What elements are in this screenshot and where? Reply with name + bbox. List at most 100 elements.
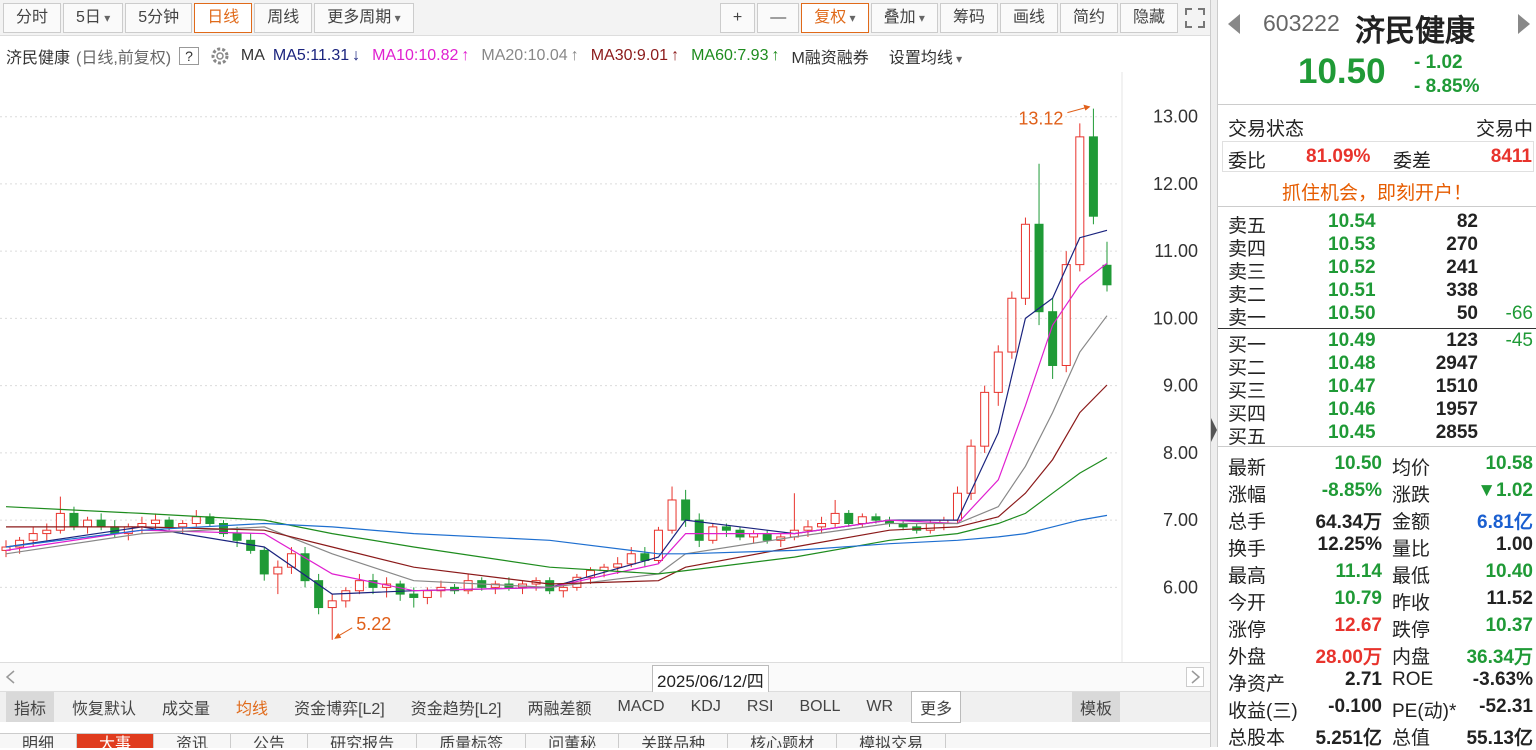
status-label: 交易状态: [1228, 119, 1305, 140]
candle-body: [1034, 223, 1044, 313]
bottom-tab[interactable]: 核心题材: [728, 734, 838, 748]
fullscreen-icon[interactable]: [1180, 3, 1210, 33]
candle-body: [626, 553, 636, 565]
stat-value: 6.81亿: [1477, 512, 1533, 533]
candle-body: [327, 600, 337, 609]
bottom-tab[interactable]: 研究报告: [308, 734, 418, 748]
book-label: 卖二: [1228, 285, 1267, 306]
stat-value: 64.34万: [1315, 512, 1382, 533]
next-stock[interactable]: [1516, 14, 1530, 34]
period-button[interactable]: 日线: [194, 2, 253, 33]
indicator-tab[interactable]: 更多: [911, 691, 962, 723]
stat-label: ROE: [1392, 669, 1434, 690]
indicator-tab[interactable]: 均线: [236, 701, 269, 718]
template-button[interactable]: 模板: [1071, 692, 1120, 722]
change: - 1.02: [1414, 52, 1463, 73]
tool-button[interactable]: +: [719, 2, 756, 33]
bottom-tab[interactable]: 问董秘: [526, 734, 620, 748]
period-button[interactable]: 分时: [3, 2, 62, 33]
ma-line: [6, 384, 1108, 585]
margin-label[interactable]: M融资融券: [791, 50, 869, 67]
ma-legend: MA5:11.31: [272, 47, 350, 64]
tool-button[interactable]: 叠加: [870, 2, 938, 33]
bottom-tab[interactable]: 资讯: [154, 734, 232, 748]
tool-button[interactable]: 筹码: [939, 2, 998, 33]
candle-body: [314, 580, 324, 609]
tool-button[interactable]: —: [757, 2, 800, 33]
indicator-tab[interactable]: BOLL: [799, 698, 841, 715]
book-price: 10.54: [1328, 211, 1376, 232]
status: 交易中: [1475, 119, 1533, 140]
bottom-tab[interactable]: 明细: [0, 734, 78, 748]
candle-body: [1007, 297, 1017, 353]
candle-body: [993, 351, 1003, 393]
indicator-tab[interactable]: 资金趋势[L2]: [410, 701, 502, 718]
book-volume: 338: [1446, 280, 1478, 301]
help-icon[interactable]: ?: [179, 47, 199, 65]
stat-label: 均价: [1392, 458, 1431, 479]
indicator-tab[interactable]: 成交量: [162, 701, 211, 718]
candle-body: [667, 499, 677, 531]
bottom-tab[interactable]: 关联品种: [619, 734, 729, 748]
scroll-left[interactable]: [2, 667, 20, 687]
book-label: 买五: [1228, 427, 1267, 448]
bottom-tab[interactable]: 模拟交易: [837, 734, 947, 748]
indicator-tab[interactable]: RSI: [746, 698, 774, 715]
bottom-tab[interactable]: 质量标签: [417, 734, 527, 748]
stat-label: 净资产: [1228, 674, 1286, 695]
stat-value: 10.58: [1485, 453, 1533, 474]
indicator-tab[interactable]: 资金博弈[L2]: [294, 701, 385, 718]
scroll-right[interactable]: [1186, 667, 1204, 687]
bottom-tab[interactable]: 大事: [77, 734, 155, 748]
ma-line: [5, 262, 1108, 592]
candle-body: [1020, 223, 1030, 299]
ma-trend: ↑: [671, 47, 680, 64]
tool-button[interactable]: 画线: [999, 2, 1058, 33]
y-tick-label: 13.00: [1153, 107, 1198, 127]
period-button[interactable]: 周线: [254, 2, 313, 33]
annotation: 13.12: [1018, 109, 1063, 129]
candle-body: [232, 533, 242, 541]
period-button[interactable]: 5日: [63, 2, 124, 33]
stat-label: 换手: [1228, 539, 1267, 560]
stat-label: 最低: [1392, 566, 1431, 587]
candle-body: [28, 533, 38, 541]
tool-button[interactable]: 隐藏: [1119, 2, 1178, 33]
stat-label: 总股本: [1228, 728, 1286, 749]
stat-label: 最高: [1228, 566, 1267, 587]
gear-icon[interactable]: [209, 45, 231, 67]
book-price: 10.53: [1328, 234, 1376, 255]
stat-label: PE(动)*: [1392, 701, 1457, 722]
period-button[interactable]: 更多周期: [314, 2, 414, 33]
stat-value: -3.63%: [1472, 669, 1533, 690]
scroll-bar: 2025/06/12/四: [0, 662, 1210, 694]
indicator-tab[interactable]: MACD: [617, 698, 665, 715]
period-button[interactable]: 5分钟: [125, 2, 193, 33]
book-label: 卖三: [1228, 262, 1267, 283]
splitter[interactable]: [1210, 0, 1218, 747]
set-ma[interactable]: 设置均线: [889, 44, 962, 68]
indicator-tab[interactable]: WR: [866, 698, 894, 715]
cursor-date: 2025/06/12/四: [652, 665, 769, 694]
book-volume: 270: [1446, 234, 1478, 255]
tool-button[interactable]: 复权: [801, 2, 869, 33]
candle-body: [1061, 264, 1071, 366]
candle-body: [694, 519, 704, 541]
promo-link[interactable]: 抓住机会，即刻开户！: [1281, 183, 1472, 204]
candle-body: [844, 512, 854, 524]
stat-label: 跌停: [1392, 620, 1431, 641]
bottom-tab[interactable]: 公告: [231, 734, 309, 748]
indicator-tab[interactable]: KDJ: [690, 698, 721, 715]
y-tick-label: 10.00: [1153, 308, 1198, 328]
indicator-tab[interactable]: 两融差额: [527, 701, 592, 718]
book-label: 卖四: [1228, 239, 1267, 260]
stat-value: 10.40: [1485, 561, 1533, 582]
book-price: 10.52: [1328, 257, 1376, 278]
stat-label: 总手: [1228, 512, 1267, 533]
tool-button[interactable]: 简约: [1059, 2, 1118, 33]
info-bar: 济民健康 (日线,前复权)? MA MA5:11.31 ↓ MA10:10.82 ↑ MA20…: [6, 42, 962, 70]
divider: [1218, 206, 1536, 207]
indicator-tab[interactable]: 恢复默认: [72, 701, 137, 718]
indicator-tab[interactable]: 指标: [6, 692, 55, 722]
prev-stock[interactable]: [1228, 14, 1242, 34]
